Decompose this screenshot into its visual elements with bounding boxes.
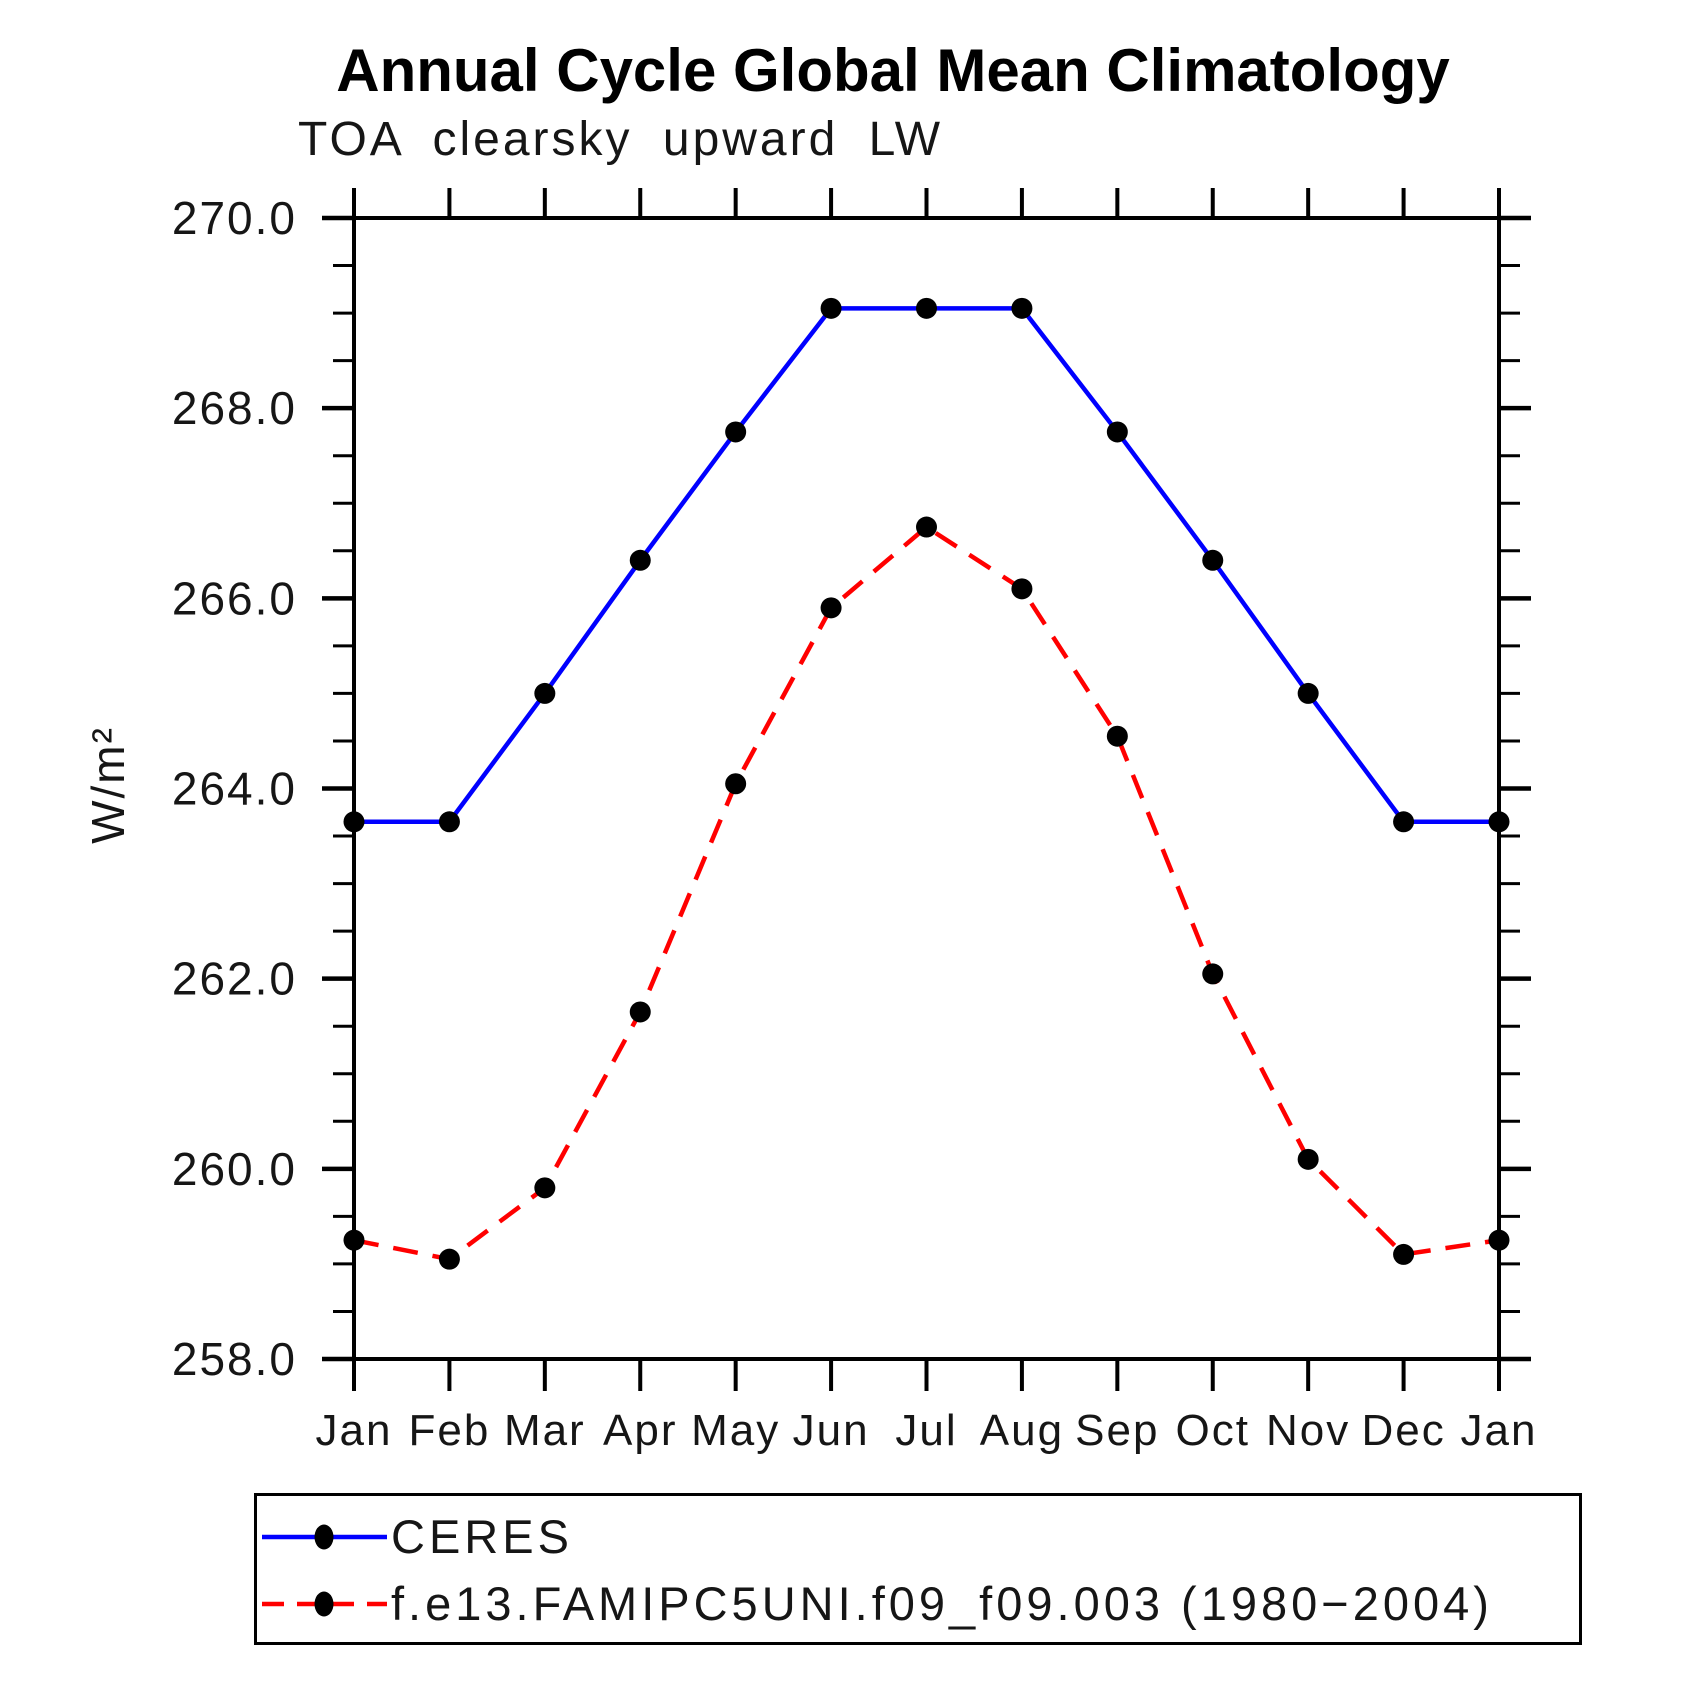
- x-tick-label: Apr: [603, 1406, 677, 1455]
- legend-item-model: f.e13.FAMIPC5UNI.f09_f09.003 (1980−2004): [259, 1577, 1493, 1630]
- data-point-marker: [629, 1001, 651, 1023]
- data-point-marker: [1202, 549, 1224, 571]
- data-point-marker: [1297, 1148, 1319, 1170]
- legend-item-ceres: CERES: [259, 1510, 573, 1563]
- data-point-marker: [1488, 811, 1510, 833]
- legend-marker-icon: [314, 1591, 334, 1617]
- legend-item-label: CERES: [391, 1510, 573, 1563]
- x-tick-label: Sep: [1075, 1406, 1159, 1455]
- data-point-marker: [1011, 578, 1033, 600]
- data-point-marker: [820, 597, 842, 619]
- legend-item-label: f.e13.FAMIPC5UNI.f09_f09.003 (1980−2004): [391, 1577, 1493, 1630]
- x-tick-label: Dec: [1361, 1406, 1445, 1455]
- x-tick-label: May: [691, 1406, 780, 1455]
- legend-box: CERES f.e13.FAMIPC5UNI.f09_f09.003 (1980…: [254, 1493, 1582, 1645]
- x-tick-label: Jun: [793, 1406, 870, 1455]
- y-tick-label: 260.0: [172, 1143, 297, 1195]
- series-line-0: [354, 306, 1499, 825]
- data-point-marker: [1106, 421, 1128, 443]
- y-tick-label: 258.0: [172, 1333, 297, 1385]
- x-tick-label: Feb: [409, 1406, 491, 1455]
- data-point-marker: [343, 1229, 365, 1251]
- chart-subtitle: TOA clearsky upward LW: [298, 113, 944, 166]
- legend-marker-icon: [314, 1524, 334, 1550]
- data-point-marker: [1202, 963, 1224, 985]
- data-point-marker: [1393, 811, 1415, 833]
- data-point-marker: [1393, 1243, 1415, 1265]
- page-title: Annual Cycle Global Mean Climatology: [336, 37, 1450, 104]
- x-tick-label: Mar: [504, 1406, 586, 1455]
- y-tick-label: 266.0: [172, 572, 297, 624]
- data-point-marker: [1106, 725, 1128, 747]
- data-point-marker: [1297, 682, 1319, 704]
- data-point-marker: [534, 1177, 556, 1199]
- model-line-sample-icon: [262, 1591, 387, 1617]
- data-point-marker: [1011, 297, 1033, 319]
- x-tick-label: Jan: [316, 1406, 393, 1455]
- data-point-marker: [820, 297, 842, 319]
- data-point-marker: [438, 1248, 460, 1270]
- data-point-marker: [438, 811, 460, 833]
- y-tick-label: 262.0: [172, 953, 297, 1005]
- data-point-marker: [1488, 1229, 1510, 1251]
- data-point-marker: [916, 516, 937, 538]
- x-tick-label: Nov: [1266, 1406, 1350, 1455]
- x-tick-label: Jul: [895, 1406, 957, 1455]
- data-point-marker: [343, 811, 365, 833]
- ceres-line-sample-icon: [262, 1524, 387, 1550]
- data-point-marker: [725, 421, 747, 443]
- data-point-marker: [629, 549, 651, 571]
- y-tick-label: 270.0: [172, 192, 297, 244]
- x-tick-label: Jan: [1461, 1406, 1538, 1455]
- axis-frame: [352, 216, 1501, 1361]
- data-point-marker: [725, 773, 747, 795]
- x-tick-label: Oct: [1176, 1406, 1250, 1455]
- x-tick-label: Aug: [980, 1406, 1064, 1455]
- data-point-marker: [916, 297, 937, 319]
- series-line-1: [353, 524, 1500, 1262]
- y-tick-label: 268.0: [172, 382, 297, 434]
- data-point-marker: [534, 682, 556, 704]
- y-tick-label: 264.0: [172, 763, 297, 815]
